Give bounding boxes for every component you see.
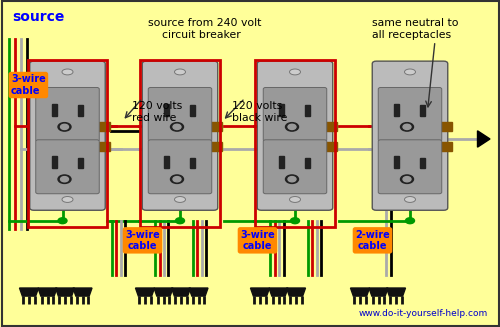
Circle shape <box>403 124 411 129</box>
Ellipse shape <box>290 69 300 75</box>
Bar <box>211 142 222 151</box>
Circle shape <box>60 124 68 129</box>
Bar <box>420 105 425 116</box>
FancyBboxPatch shape <box>30 61 106 210</box>
Text: source from 240 volt
    circuit breaker: source from 240 volt circuit breaker <box>148 18 261 40</box>
Bar <box>52 156 57 168</box>
Bar <box>442 122 452 131</box>
Bar <box>442 142 452 151</box>
Polygon shape <box>350 288 370 296</box>
Ellipse shape <box>290 197 300 202</box>
Circle shape <box>176 218 184 224</box>
Polygon shape <box>56 288 74 296</box>
Text: 2-wire
cable: 2-wire cable <box>355 230 390 251</box>
Bar <box>164 104 169 116</box>
FancyBboxPatch shape <box>257 61 333 210</box>
Ellipse shape <box>62 197 73 202</box>
Ellipse shape <box>174 69 186 75</box>
Bar <box>78 158 82 168</box>
Ellipse shape <box>404 197 415 202</box>
Polygon shape <box>369 288 388 296</box>
Bar <box>305 158 310 168</box>
Circle shape <box>58 218 67 224</box>
Ellipse shape <box>174 197 186 202</box>
Text: 3-wire
cable: 3-wire cable <box>240 230 275 251</box>
Text: 3-wire
cable: 3-wire cable <box>125 230 160 251</box>
Polygon shape <box>478 131 490 147</box>
FancyBboxPatch shape <box>378 140 442 194</box>
FancyBboxPatch shape <box>142 61 218 210</box>
Polygon shape <box>269 288 288 296</box>
FancyBboxPatch shape <box>263 88 327 142</box>
Circle shape <box>58 123 71 131</box>
Bar <box>420 158 425 168</box>
Circle shape <box>403 177 411 182</box>
Circle shape <box>406 218 414 224</box>
Ellipse shape <box>404 69 415 75</box>
Bar <box>190 158 195 168</box>
Bar <box>279 104 284 116</box>
FancyBboxPatch shape <box>148 140 212 194</box>
Polygon shape <box>250 288 270 296</box>
Text: www.do-it-yourself-help.com: www.do-it-yourself-help.com <box>358 309 488 318</box>
FancyBboxPatch shape <box>372 61 448 210</box>
Polygon shape <box>38 288 57 296</box>
FancyBboxPatch shape <box>263 140 327 194</box>
FancyBboxPatch shape <box>148 88 212 142</box>
Polygon shape <box>20 288 38 296</box>
Bar <box>99 122 110 131</box>
Bar <box>78 105 82 116</box>
FancyBboxPatch shape <box>378 88 442 142</box>
Circle shape <box>400 175 413 183</box>
Bar <box>305 105 310 116</box>
Bar <box>164 156 169 168</box>
Polygon shape <box>154 288 173 296</box>
Polygon shape <box>136 288 154 296</box>
Circle shape <box>288 124 296 129</box>
Ellipse shape <box>62 69 73 75</box>
Polygon shape <box>189 288 208 296</box>
Text: 120 volts
red wire: 120 volts red wire <box>132 101 183 123</box>
Polygon shape <box>172 288 190 296</box>
Bar <box>394 104 399 116</box>
Circle shape <box>170 175 183 183</box>
Bar <box>52 104 57 116</box>
Circle shape <box>286 123 298 131</box>
Circle shape <box>173 177 181 182</box>
Text: same neutral to
all receptacles: same neutral to all receptacles <box>372 18 459 40</box>
Bar <box>279 156 284 168</box>
Text: 3-wire
cable: 3-wire cable <box>11 74 46 96</box>
Bar <box>211 122 222 131</box>
FancyBboxPatch shape <box>36 140 99 194</box>
Text: source: source <box>12 10 65 25</box>
Bar <box>190 105 195 116</box>
Circle shape <box>173 124 181 129</box>
Circle shape <box>58 175 71 183</box>
Text: 120 volts
black wire: 120 volts black wire <box>232 101 288 123</box>
Polygon shape <box>73 288 92 296</box>
Circle shape <box>170 123 183 131</box>
Circle shape <box>286 175 298 183</box>
Bar <box>394 156 399 168</box>
Bar <box>326 122 337 131</box>
Circle shape <box>290 218 300 224</box>
Bar <box>326 142 337 151</box>
FancyBboxPatch shape <box>36 88 99 142</box>
Polygon shape <box>286 288 306 296</box>
Polygon shape <box>386 288 406 296</box>
Circle shape <box>400 123 413 131</box>
Circle shape <box>288 177 296 182</box>
Bar <box>99 142 110 151</box>
Circle shape <box>60 177 68 182</box>
